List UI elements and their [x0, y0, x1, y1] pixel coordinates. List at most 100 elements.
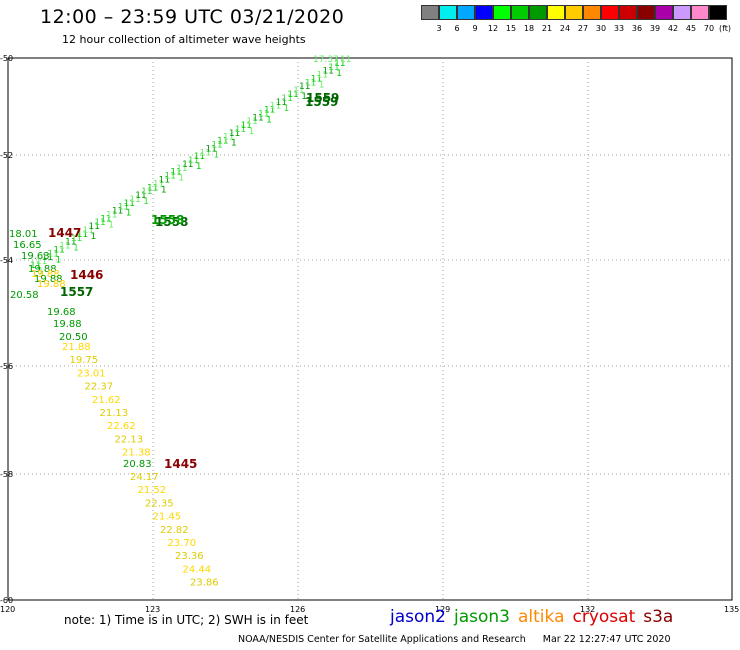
track-minute-label: 11: [176, 164, 187, 174]
scale-label: 12: [487, 24, 499, 33]
track-minute-label: 11: [241, 121, 252, 131]
scale-swatch: [565, 5, 583, 20]
latitude-tick-label: -50: [0, 54, 13, 63]
cluster-swh-value: 19.88: [37, 279, 66, 290]
track-minute-label: 11: [293, 86, 304, 96]
scale-label: 33: [613, 24, 625, 33]
latitude-tick-label: -58: [0, 470, 13, 479]
scale-swatch: [637, 5, 655, 20]
longitude-tick-label: 120: [0, 605, 15, 614]
latitude-tick-label: -54: [0, 256, 13, 265]
scale-swatch: [655, 5, 673, 20]
track-minute-label: 1: [213, 150, 219, 160]
scale-label: 27: [577, 24, 589, 33]
altika-swh-value: 21.62: [92, 395, 121, 406]
scale-label: 42: [667, 24, 679, 33]
track-minute-label: 11: [124, 199, 135, 209]
scale-swatch: [493, 5, 511, 20]
legend-jason2: jason2: [390, 607, 446, 627]
track-minute-label: 1: [161, 185, 167, 195]
track-minute-label: 11: [100, 214, 111, 224]
track-minute-label: 1: [266, 115, 272, 125]
longitude-tick-label: 135: [724, 605, 739, 614]
scale-label: 9: [472, 24, 478, 33]
track-minute-label: 11: [328, 63, 339, 73]
scale-unit: (ft): [718, 24, 732, 33]
track-minute-label: 11: [194, 152, 205, 162]
track-minute-label: 11: [30, 261, 41, 271]
map-subtitle: 12 hour collection of altimeter wave hei…: [62, 33, 306, 46]
altika-swh-value: 21.88: [62, 342, 91, 353]
track-minute-label: 11: [340, 55, 351, 65]
track-minute-label: 11: [217, 137, 228, 147]
scale-swatch: [547, 5, 565, 20]
track-minute-label: 1: [249, 127, 255, 137]
track-minute-label: 1: [336, 69, 342, 79]
scale-label: 18: [523, 24, 535, 33]
scale-swatch: [601, 5, 619, 20]
scale-swatch: [439, 5, 457, 20]
track-minute-label: 11: [77, 230, 88, 240]
track-minute-label: 11: [229, 129, 240, 139]
track-minute-label: 11: [282, 94, 293, 104]
longitude-tick-label: 126: [290, 605, 305, 614]
track-minute-label: 1: [73, 244, 79, 254]
pass-time-label: 1558: [155, 215, 188, 229]
track-minute-label: 11: [276, 98, 287, 108]
altika-swh-value: 23.36: [175, 551, 204, 562]
altika-swh-value: 21.45: [153, 512, 182, 523]
track-minute-label: 11: [205, 144, 216, 154]
track-minute-label: 11: [118, 203, 129, 213]
jason3-swh-value: 18.01: [9, 229, 38, 240]
latitude-tick-label: -52: [0, 151, 13, 160]
cluster-swh-value: 19.88: [31, 269, 60, 280]
altika-swh-value: 22.37: [85, 382, 114, 393]
track-minute-label: 11: [65, 238, 76, 248]
latitude-tick-label: -60: [0, 596, 13, 605]
scale-swatch: [457, 5, 475, 20]
jason3-swh-value: 19.88: [53, 319, 82, 330]
scale-swatch: [691, 5, 709, 20]
track-minute-label: 11: [42, 253, 53, 263]
track-minute-label: 11: [170, 168, 181, 178]
track-minute-label: 11: [94, 218, 105, 228]
track-minute-label: 11: [311, 74, 322, 84]
altika-swh-value: 24.17: [130, 472, 159, 483]
track-minute-label: 11: [188, 156, 199, 166]
track-minute-label: 11: [71, 234, 82, 244]
scale-label: 36: [631, 24, 643, 33]
altika-swh-value: 22.13: [115, 434, 144, 445]
track-minute-label: 1: [143, 197, 149, 207]
scale-swatch: [673, 5, 691, 20]
longitude-tick-label: 123: [145, 605, 160, 614]
track-minute-label: 11: [182, 160, 193, 170]
altika-swh-value: 24.44: [183, 564, 212, 575]
scale-swatch: [583, 5, 601, 20]
scale-swatch: [421, 5, 439, 20]
map-title: 12:00 – 23:59 UTC 03/21/2020: [40, 6, 345, 28]
track-minute-label: 1: [38, 267, 44, 277]
scale-label: 30: [595, 24, 607, 33]
track-minute-label: 11: [270, 102, 281, 112]
jason3-swh-value: 19.68: [47, 307, 76, 318]
track-minute-label: 11: [59, 242, 70, 252]
pass-time-label: 1446: [70, 268, 103, 282]
credit-line: NOAA/NESDIS Center for Satellite Applica…: [238, 634, 685, 645]
altika-swh-value: 23.70: [168, 538, 197, 549]
track-minute-label: 11: [211, 141, 222, 151]
legend-s3a: s3a: [643, 607, 674, 627]
scale-label: 15: [505, 24, 517, 33]
cluster-swh-value: 19.88: [34, 274, 63, 285]
scale-label: 21: [541, 24, 553, 33]
legend-altika: altika: [518, 607, 565, 627]
scale-label: 39: [649, 24, 661, 33]
track-minute-label: 11: [112, 207, 123, 217]
track-minute-label: 11: [317, 71, 328, 81]
track-minute-label: 11: [246, 117, 257, 127]
track-minute-label: 11: [53, 245, 64, 255]
pass-time-label: 1447: [48, 226, 81, 240]
map-frame: [7, 57, 733, 601]
jason3-swh-value: 20.50: [59, 332, 88, 343]
track-minute-label: 11: [252, 113, 263, 123]
